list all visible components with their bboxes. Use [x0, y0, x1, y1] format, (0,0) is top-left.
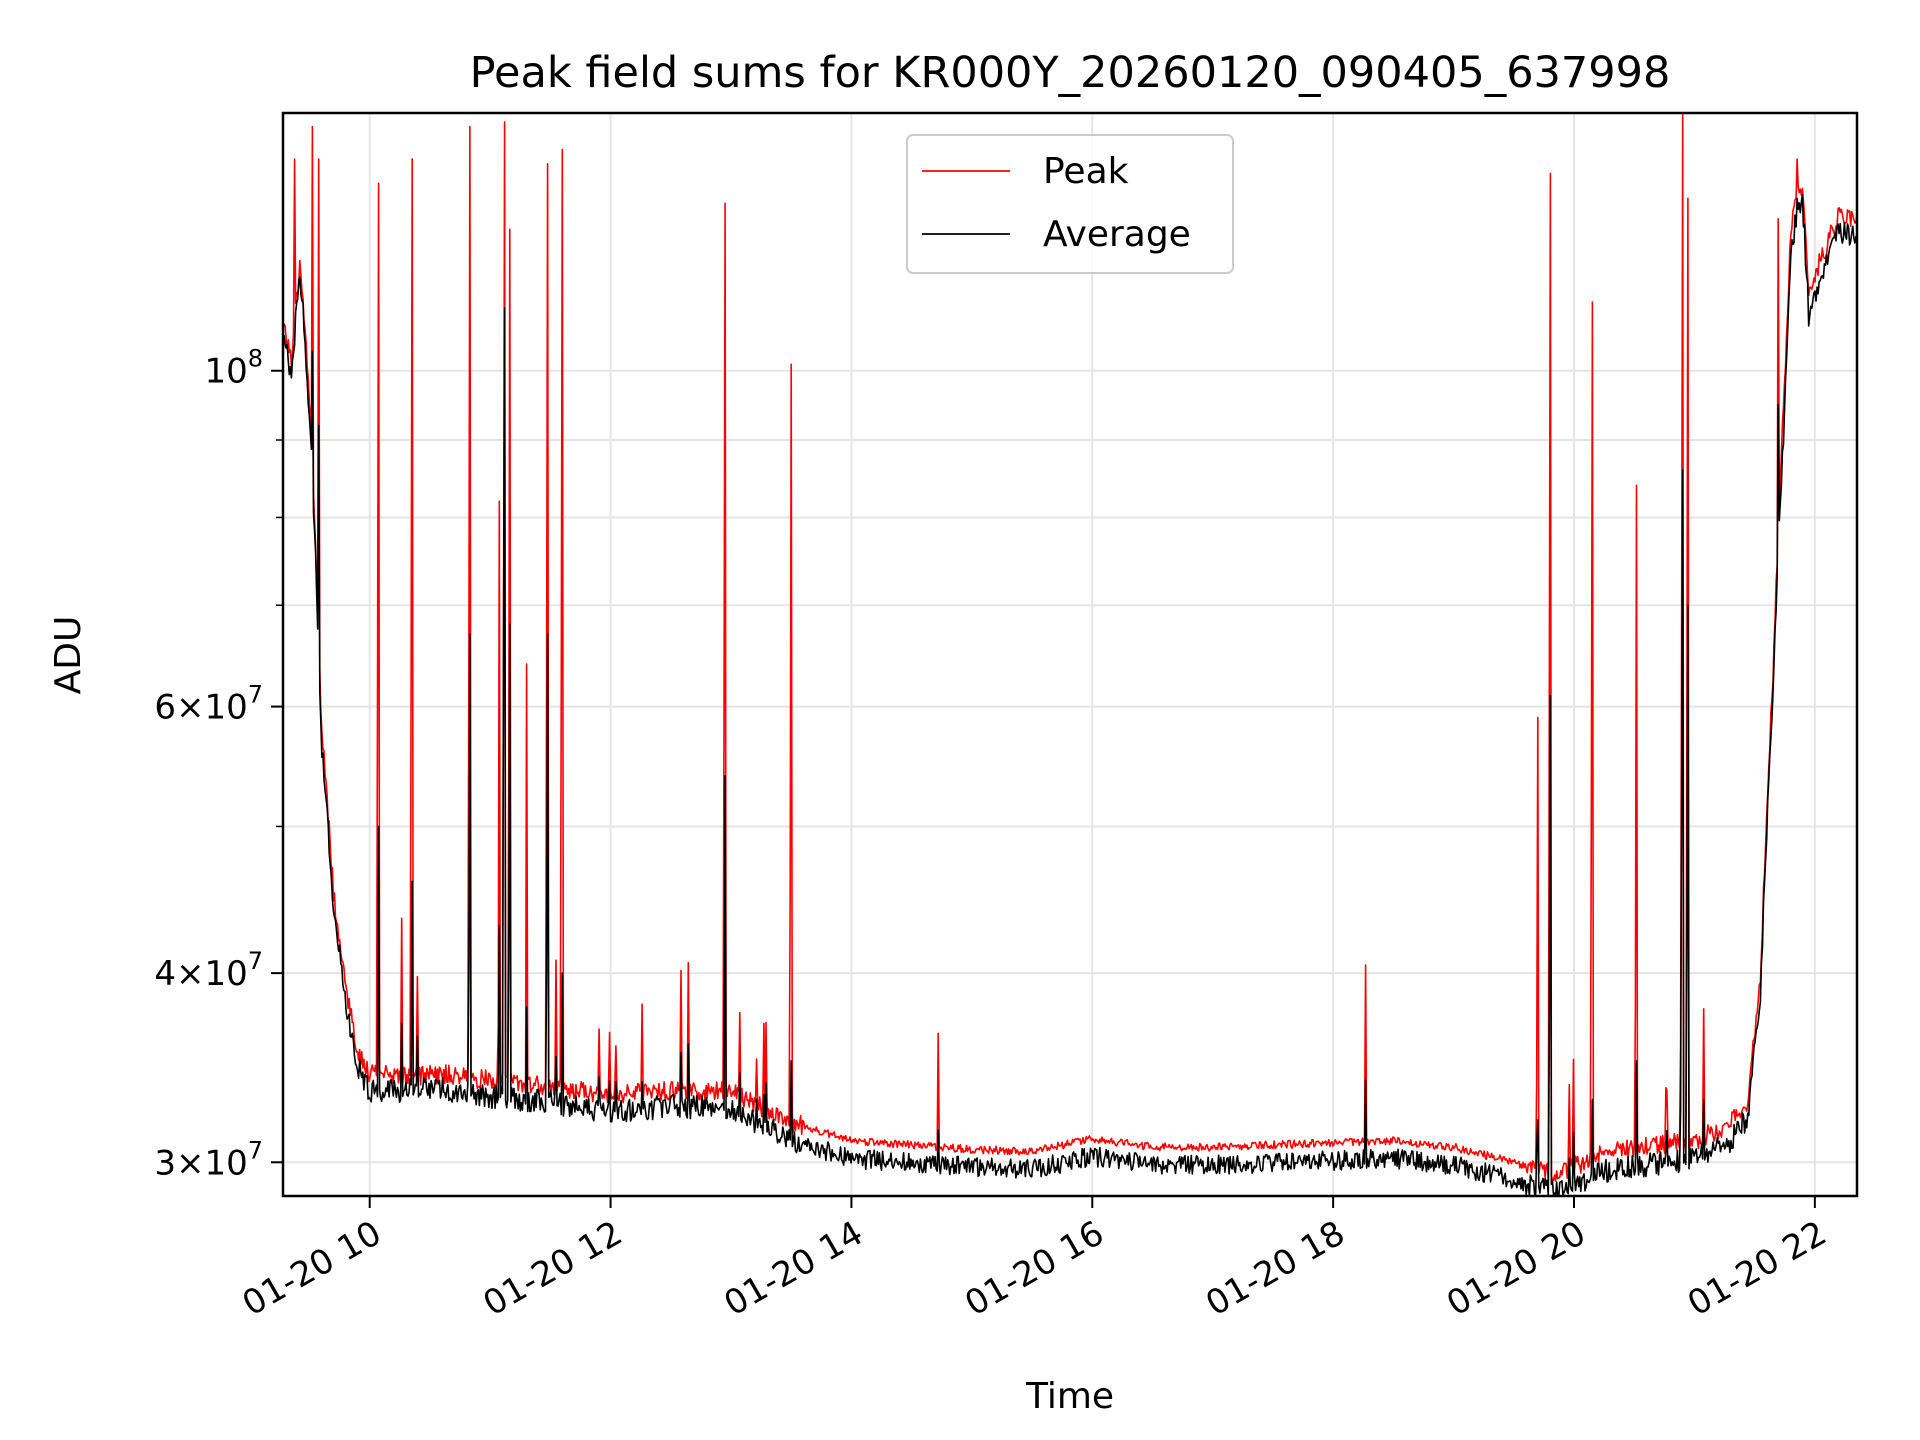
- legend-label-peak: Peak: [1043, 151, 1129, 192]
- legend: Peak Average: [906, 134, 1234, 274]
- legend-label-average: Average: [1043, 214, 1191, 255]
- series-layer: [282, 112, 1858, 1197]
- plot-frame: [281, 111, 1859, 1198]
- y-axis: 3×107 4×107 6×107 108: [154, 345, 283, 1183]
- y-tick-label: 3×107: [154, 1136, 263, 1183]
- y-tick-label: 108: [204, 345, 263, 392]
- series-line-average: [282, 194, 1858, 1197]
- x-axis-label: Time: [1025, 1376, 1114, 1417]
- y-tick-label: 6×107: [154, 681, 263, 728]
- chart-title: Peak field sums for KR000Y_20260120_0904…: [470, 48, 1671, 98]
- y-tick-label: 4×107: [154, 947, 263, 994]
- legend-box: [906, 134, 1234, 274]
- y-axis-label: ADU: [48, 616, 89, 695]
